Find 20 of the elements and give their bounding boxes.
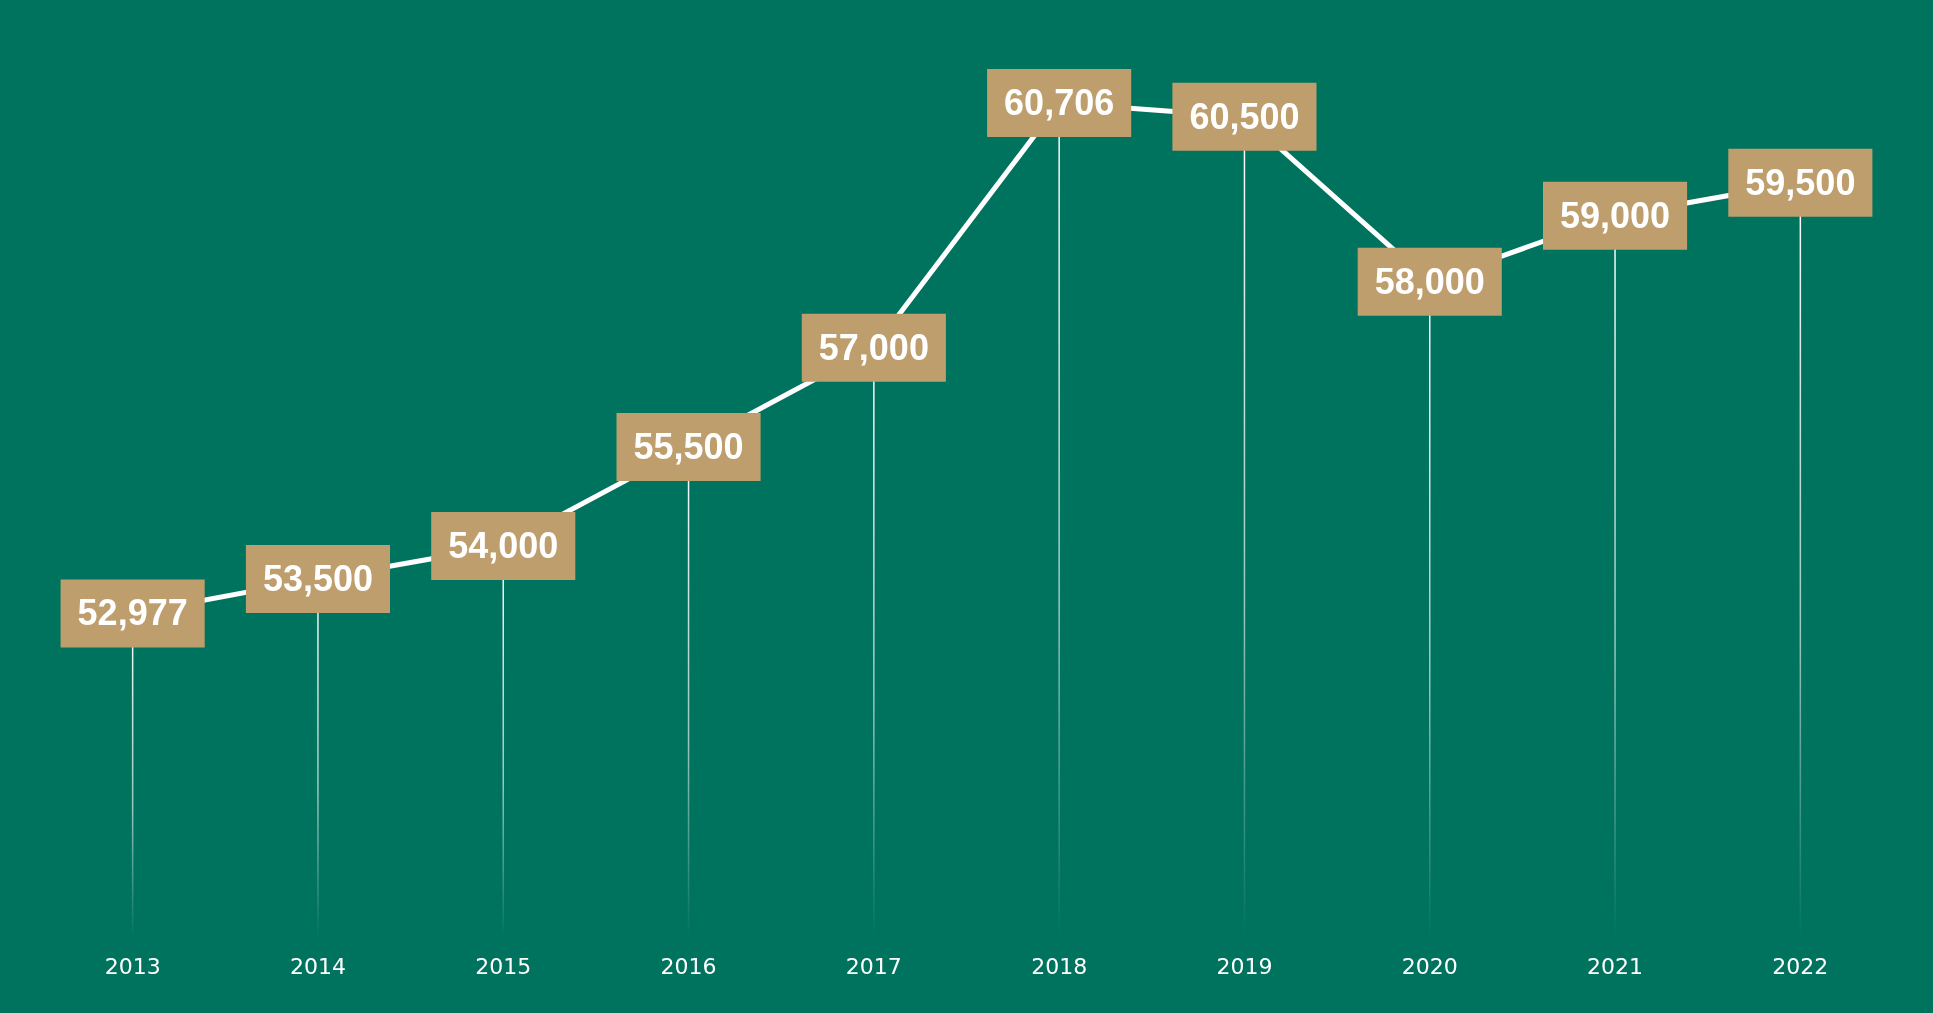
data-label: 52,977 [77, 592, 188, 634]
x-tick-label: 2013 [104, 953, 161, 979]
data-label: 60,500 [1189, 95, 1300, 137]
data-label: 54,000 [448, 524, 559, 566]
x-tick-label: 2016 [660, 953, 717, 979]
x-tick-label: 2017 [845, 953, 902, 979]
data-label: 59,500 [1745, 161, 1856, 203]
x-tick-label: 2018 [1031, 953, 1088, 979]
x-tick-label: 2022 [1772, 953, 1829, 979]
x-tick-label: 2019 [1216, 953, 1273, 979]
data-label: 55,500 [633, 425, 744, 467]
data-label: 59,000 [1560, 194, 1671, 236]
data-label: 58,000 [1374, 260, 1485, 302]
x-tick-label: 2021 [1587, 953, 1644, 979]
data-label: 60,706 [1004, 82, 1115, 124]
x-tick-label: 2020 [1401, 953, 1458, 979]
data-label: 53,500 [262, 557, 373, 599]
x-tick-label: 2014 [289, 953, 346, 979]
data-label: 57,000 [818, 326, 929, 368]
x-tick-label: 2015 [475, 953, 532, 979]
